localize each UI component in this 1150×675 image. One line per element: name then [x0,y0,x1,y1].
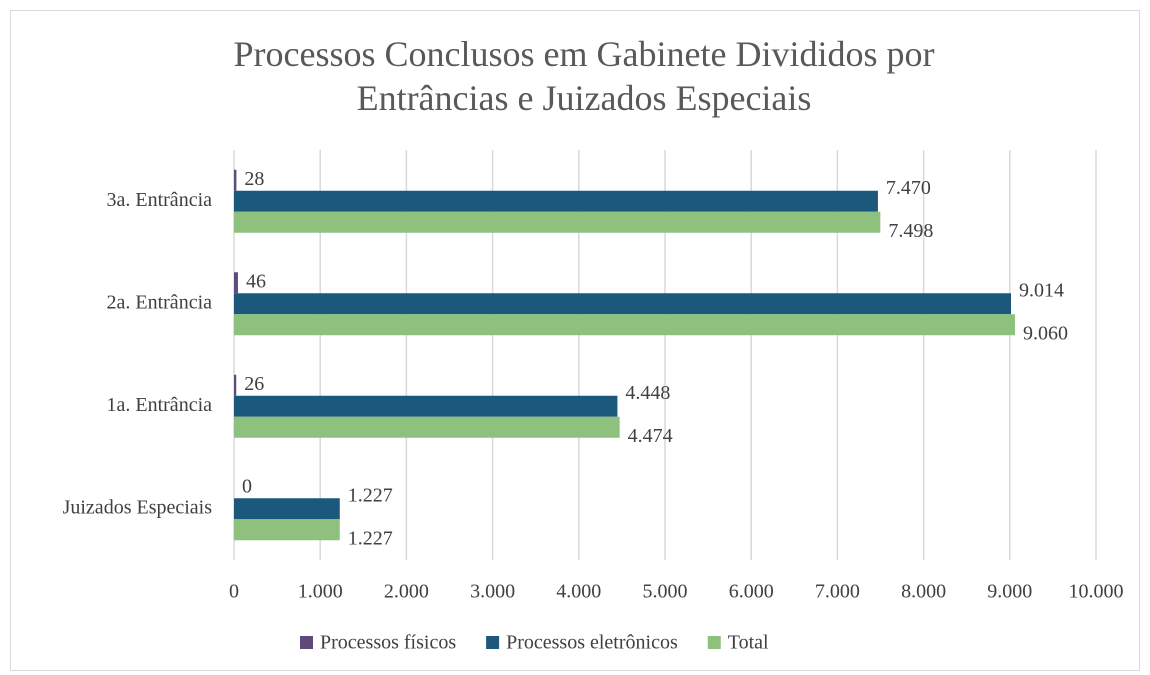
x-tick-label: 9.000 [987,581,1032,603]
chart-title: Processos Conclusos em Gabinete Dividido… [234,34,935,118]
bar [234,498,340,520]
data-label: 1.227 [348,527,393,549]
bar [234,211,881,233]
legend-label: Total [728,632,769,654]
chart-frame [10,10,1140,671]
x-tick-label: 8.000 [901,581,946,603]
x-tick-label: 7.000 [815,581,860,603]
x-tick-label: 6.000 [729,581,774,603]
bar [234,416,620,438]
data-label: 4.448 [625,382,670,404]
x-tick-label: 3.000 [470,581,515,603]
bar [234,190,878,212]
bar [234,314,1015,336]
legend-swatch [300,636,313,649]
data-label: 26 [244,373,264,395]
x-tick-label: 10.000 [1069,581,1124,603]
data-label: 4.474 [628,425,673,447]
bar [234,519,340,541]
legend-swatch [707,636,721,649]
legend-label: Processos físicos [320,632,456,654]
bar [234,374,237,396]
bar [234,272,238,294]
data-label: 1.227 [348,484,393,506]
bar [234,169,237,191]
y-tick-label: 2a. Entrância [107,291,213,313]
data-label: 9.060 [1023,322,1068,344]
data-label: 46 [246,270,266,292]
y-tick-label: Juizados Especiais [63,496,213,518]
data-label: 28 [244,168,264,190]
x-tick-label: 0 [229,581,239,603]
legend-swatch [486,636,500,649]
y-tick-label: 3a. Entrância [107,189,213,211]
legend-label: Processos eletrônicos [506,632,678,654]
bar [234,293,1012,315]
x-tick-label: 4.000 [556,581,601,603]
y-tick-label: 1a. Entrância [107,394,213,416]
data-label: 7.498 [888,220,933,242]
x-tick-label: 5.000 [643,581,688,603]
data-label: 9.014 [1019,279,1064,301]
data-label: 7.470 [886,177,931,199]
x-tick-label: 2.000 [384,581,429,603]
data-label: 0 [242,475,252,497]
bar [234,395,618,417]
x-tick-label: 1.000 [298,581,343,603]
